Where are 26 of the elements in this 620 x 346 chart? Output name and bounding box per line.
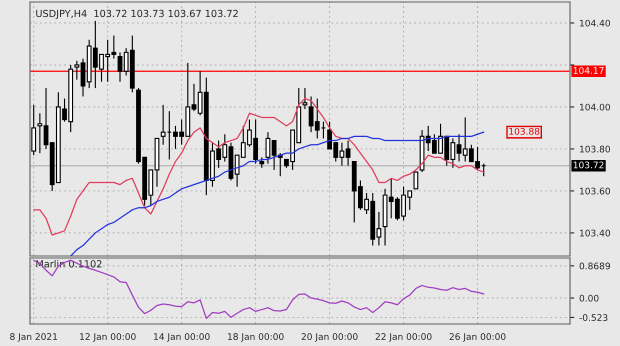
x-tick-label: 14 Jan 00:00 (154, 333, 210, 342)
x-tick-label: 22 Jan 00:00 (376, 333, 432, 342)
ref-line-label: 104.17 (574, 67, 604, 74)
text: 103.88 (509, 128, 540, 135)
candlestick (259, 156, 264, 168)
y-tick-label: 103.60 (580, 188, 610, 194)
line-series (33, 98, 484, 236)
x-tick-label: 8 Jan 2021 (10, 333, 58, 342)
y-tick-label: 0.00 (580, 294, 599, 302)
x-tick-label: 26 Jan 00:00 (450, 333, 506, 342)
x-tick-label: 18 Jan 00:00 (228, 333, 284, 342)
x-tick-label: 12 Jan 00:00 (80, 333, 136, 342)
y-tick-label: 103.80 (580, 146, 610, 152)
y-tick-label: 104.00 (580, 104, 610, 111)
y-tick-label: 104.40 (580, 20, 610, 27)
ref-line-label: 103.72 (574, 162, 604, 168)
candlestick (413, 171, 418, 190)
y-tick-label: -0.523 (579, 314, 608, 321)
candlestick (160, 104, 166, 146)
y-tick-label: 0.8689 (580, 262, 610, 270)
x-tick-label: 20 Jan 00:00 (302, 333, 358, 342)
y-tick-label: 103.40 (580, 230, 610, 236)
line-series (33, 260, 484, 320)
text: USDJPY,H4 103.72 103.73 103.67 103.72 (36, 10, 238, 19)
candlestick (302, 88, 308, 110)
candlestick (31, 104, 36, 156)
